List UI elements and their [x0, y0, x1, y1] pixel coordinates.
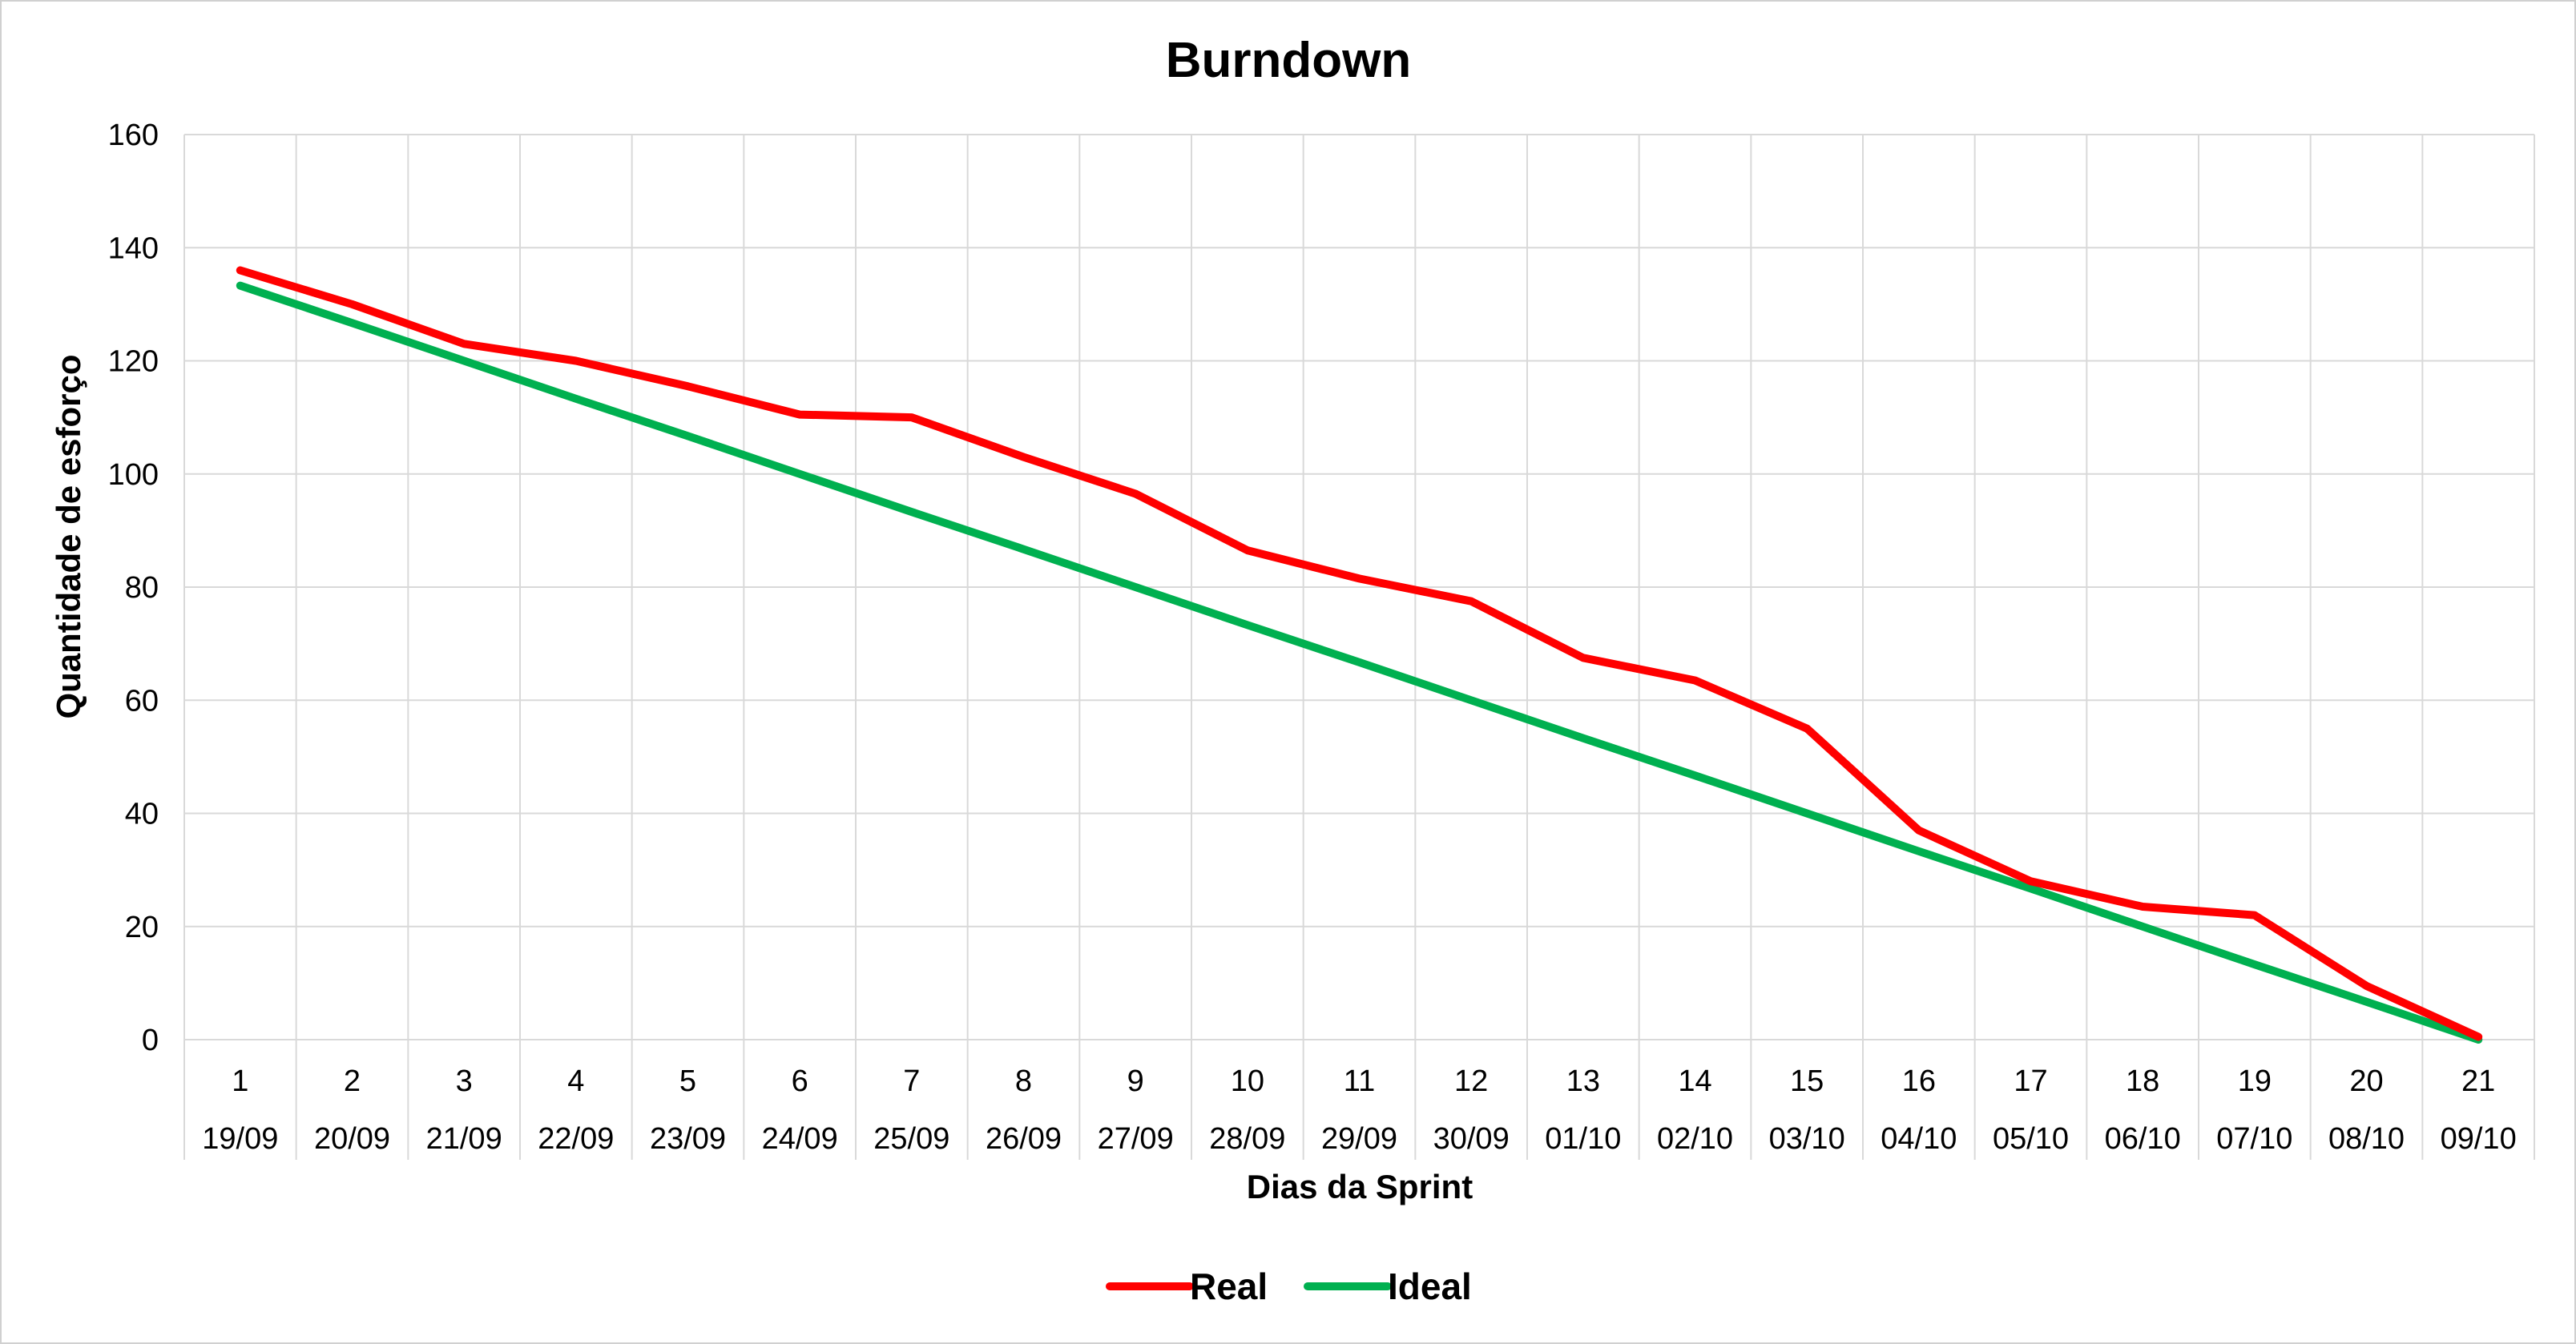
x-tick-label: 19 [2238, 1064, 2272, 1098]
x-date-label: 26/09 [986, 1122, 1062, 1156]
x-tick-label: 15 [1790, 1064, 1824, 1098]
series-lines [236, 266, 2483, 1044]
x-tick-label: 2 [344, 1064, 361, 1098]
x-tick-label: 5 [679, 1064, 696, 1098]
x-date-label: 05/10 [1993, 1122, 2069, 1156]
y-tick-label: 20 [125, 911, 159, 944]
x-date-label: 09/10 [2441, 1122, 2517, 1156]
x-date-label: 04/10 [1881, 1122, 1957, 1156]
y-tick-label: 40 [125, 798, 159, 831]
series-line-real [236, 266, 2483, 1041]
y-tick-label: 60 [125, 684, 159, 718]
x-date-label: 06/10 [2105, 1122, 2181, 1156]
x-date-label: 07/10 [2216, 1122, 2292, 1156]
y-tick-label: 160 [108, 119, 159, 152]
x-date-label: 21/09 [426, 1122, 502, 1156]
legend: Real Ideal [1106, 1266, 1472, 1307]
x-tick-label: 4 [567, 1064, 584, 1098]
x-date-label: 25/09 [873, 1122, 949, 1156]
x-tick-label: 11 [1344, 1064, 1375, 1098]
x-tick-label: 10 [1231, 1064, 1264, 1098]
y-tick-label: 100 [108, 458, 159, 492]
y-axis-label: Quantidade de esforço [50, 354, 87, 718]
x-date-label: 28/09 [1209, 1122, 1285, 1156]
x-tick-label: 17 [2014, 1064, 2047, 1098]
x-tick-label: 20 [2349, 1064, 2383, 1098]
x-tick-label: 3 [456, 1064, 473, 1098]
x-tick-label: 16 [1902, 1064, 1936, 1098]
x-tick-label: 8 [1015, 1064, 1032, 1098]
x-date-label: 01/10 [1545, 1122, 1621, 1156]
x-tick-label: 9 [1127, 1064, 1144, 1098]
x-date-label: 08/10 [2328, 1122, 2405, 1156]
x-date-label: 27/09 [1098, 1122, 1174, 1156]
y-tick-label: 140 [108, 231, 159, 265]
x-axis-label: Dias da Sprint [1247, 1168, 1473, 1205]
x-date-label: 22/09 [538, 1122, 614, 1156]
x-date-label: 02/10 [1657, 1122, 1733, 1156]
x-tick-label: 12 [1454, 1064, 1488, 1098]
gridlines [183, 134, 2535, 1160]
x-tick-label: 13 [1566, 1064, 1600, 1098]
series-line-ideal [236, 281, 2483, 1044]
x-date-label: 29/09 [1321, 1122, 1397, 1156]
x-tick-label: 6 [792, 1064, 808, 1098]
x-date-label: 03/10 [1769, 1122, 1845, 1156]
x-tick-label: 18 [2126, 1064, 2159, 1098]
x-tick-label: 14 [1678, 1064, 1711, 1098]
x-date-label: 20/09 [314, 1122, 390, 1156]
y-tick-label: 0 [142, 1024, 159, 1057]
x-tick-label: 7 [903, 1064, 920, 1098]
x-date-label: 24/09 [762, 1122, 838, 1156]
x-tick-label: 21 [2461, 1064, 2495, 1098]
legend-label-ideal: Ideal [1388, 1266, 1472, 1307]
legend-label-real: Real [1190, 1266, 1268, 1307]
y-tick-label: 80 [125, 571, 159, 605]
x-date-label: 19/09 [202, 1122, 278, 1156]
y-tick-label: 120 [108, 345, 159, 379]
x-date-label: 23/09 [650, 1122, 726, 1156]
x-tick-label: 1 [232, 1064, 248, 1098]
chart-title: Burndown [1166, 33, 1412, 88]
x-date-label: 30/09 [1433, 1122, 1510, 1156]
